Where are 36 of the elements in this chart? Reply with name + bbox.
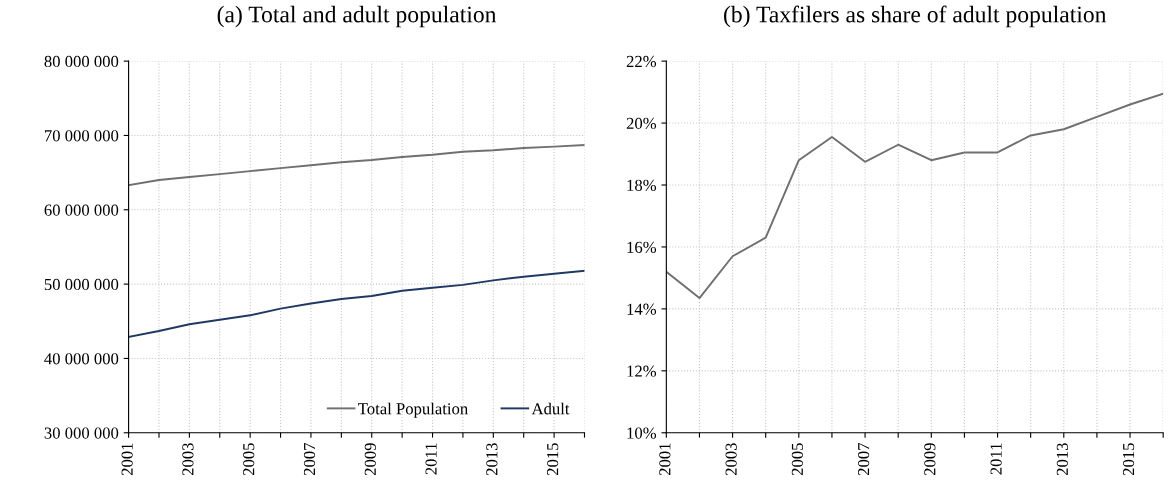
y-tick-label: 80 000 000	[44, 55, 119, 68]
y-tick-label: 50 000 000	[44, 278, 119, 291]
line-series	[128, 144, 585, 187]
x-tick-label: 2015	[547, 443, 559, 476]
x-tick-label: 2009	[364, 443, 376, 476]
x-tick-label: 2013	[1056, 443, 1068, 476]
y-tick-label: 10%	[627, 427, 657, 439]
y-tick-label: 18%	[627, 179, 657, 192]
x-tick-label: 2005	[791, 443, 803, 476]
x-tick-label: 2007	[303, 442, 316, 476]
line-series	[128, 269, 585, 338]
y-tick-label: 20%	[626, 117, 657, 130]
chart-title: (b) Taxfilers as share of adult population	[724, 5, 1107, 28]
x-tick-label: 2003	[182, 443, 194, 476]
x-tick-label: 2003	[725, 443, 737, 476]
x-tick-label: 2015	[1122, 443, 1135, 476]
y-tick-label: 14%	[627, 303, 657, 315]
chart-title: (a) Total and adult population	[217, 5, 497, 28]
x-tick-label: 2001	[121, 443, 133, 476]
x-tick-label: 2001	[659, 443, 671, 476]
x-tick-label: 2011	[425, 443, 437, 475]
x-tick-label: 2011	[990, 443, 1002, 475]
x-tick-label: 2013	[486, 443, 498, 476]
x-tick-label: 2005	[243, 443, 255, 476]
legend-label: Total Population	[358, 402, 468, 418]
x-tick-label: 2007	[857, 442, 870, 476]
y-tick-label: 16%	[627, 241, 657, 253]
y-tick-label: 30 000 000	[44, 427, 119, 439]
y-tick-label: 60 000 000	[44, 204, 119, 216]
x-tick-label: 2009	[924, 443, 936, 476]
y-tick-label: 12%	[627, 365, 657, 377]
y-tick-label: 40 000 000	[44, 353, 119, 365]
line-series	[666, 92, 1164, 300]
y-tick-label: 22%	[626, 55, 657, 68]
legend-label: Adult	[531, 402, 570, 415]
y-tick-label: 70 000 000	[44, 130, 119, 142]
